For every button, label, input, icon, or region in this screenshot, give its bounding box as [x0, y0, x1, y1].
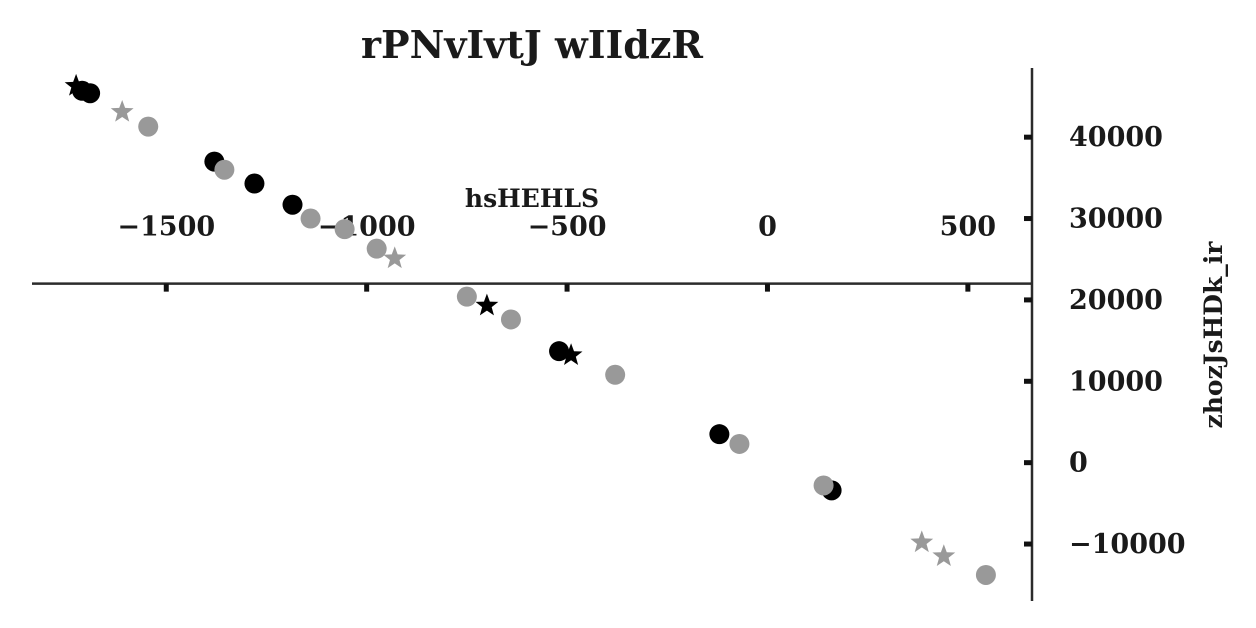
y-tick-label: 30000	[1069, 204, 1163, 235]
axes: −1500 −1000 −500 0 500 −10000 0 10000 20000 30000…	[32, 68, 1186, 601]
y-tick-label: 20000	[1069, 285, 1163, 316]
data-points	[64, 73, 996, 585]
scatter-star-point	[910, 530, 934, 553]
y-tick-label: 10000	[1069, 366, 1163, 397]
x-tick-label: 0	[758, 212, 777, 243]
scatter-point	[729, 433, 750, 454]
x-tick-label: −1500	[117, 212, 215, 243]
scatter-star-point	[110, 99, 134, 122]
scatter-point	[456, 286, 477, 307]
scatter-point	[334, 219, 355, 240]
scatter-point	[282, 194, 303, 215]
x-tick-label: −500	[528, 212, 607, 243]
scatter-star-point	[559, 343, 583, 365]
scatter-point	[709, 424, 730, 445]
scatter-point	[975, 564, 996, 585]
x-tick-label: 500	[940, 212, 996, 243]
scatter-point	[80, 83, 101, 104]
scatter-point	[244, 173, 265, 194]
x-axis-label: hsHEHLS	[465, 184, 599, 213]
scatter-point	[549, 341, 570, 362]
y-tick-label: 40000	[1069, 122, 1163, 153]
scatter-point	[366, 238, 387, 259]
scatter-star-point	[383, 246, 407, 269]
scatter-point	[138, 116, 159, 137]
scatter-point	[300, 208, 321, 229]
scatter-star-point	[64, 73, 88, 96]
x-tick-label: −1000	[318, 212, 416, 243]
scatter-point	[813, 475, 834, 496]
y-tick-label: −10000	[1069, 529, 1186, 560]
scatter-point	[500, 309, 521, 330]
scatter-star-point	[475, 293, 499, 316]
scatter-point	[605, 364, 626, 385]
scatter-star-point	[932, 544, 956, 566]
scatter-point	[214, 159, 235, 180]
y-axis-label: zhozJsHDk_ir	[1199, 241, 1228, 429]
chart-title: rPNvIvtJ wIIdzR	[361, 22, 703, 67]
y-tick-label: 0	[1069, 448, 1088, 479]
